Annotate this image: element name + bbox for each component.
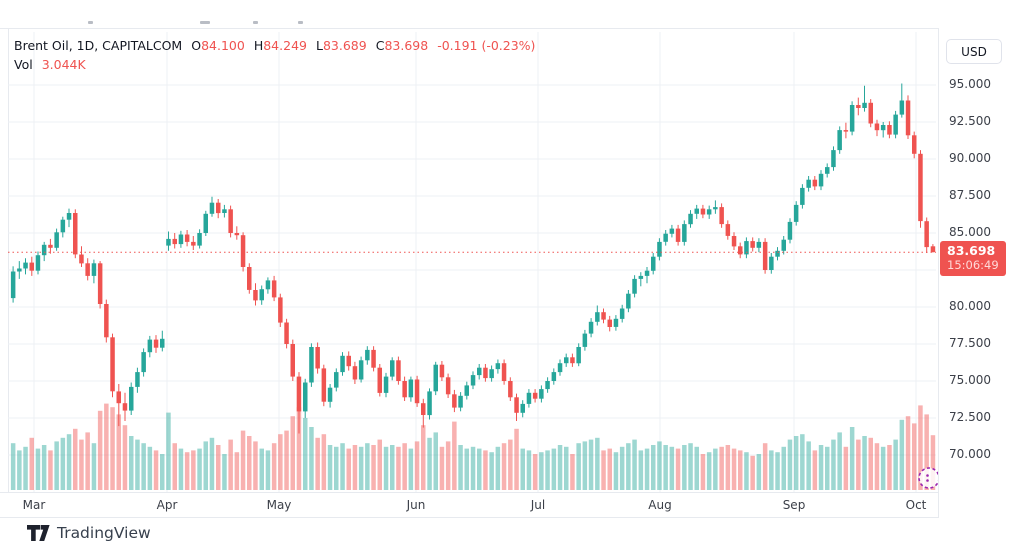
month-label-Oct: Oct bbox=[905, 498, 927, 512]
price-tick-87.500: 87.500 bbox=[949, 188, 991, 202]
cropped-toolbar-remnant bbox=[253, 21, 258, 24]
cropped-toolbar-remnant bbox=[200, 21, 210, 24]
open-value: O84.100 bbox=[191, 38, 245, 53]
volume-value: 3.044K bbox=[41, 57, 86, 72]
bar-countdown: 15:06:49 bbox=[947, 258, 999, 273]
price-axis[interactable]: USD 83.698 15:06:49 95.000 92.500 90.000 87… bbox=[938, 28, 1012, 518]
change-value: -0.191 (-0.23%) bbox=[437, 38, 536, 53]
close-value: C83.698 bbox=[375, 38, 429, 53]
price-tick-70.000: 70.000 bbox=[949, 447, 991, 461]
month-label-Jul: Jul bbox=[530, 498, 546, 512]
tradingview-logo-icon bbox=[27, 525, 50, 541]
legend-volume-row: Vol 3.044K bbox=[14, 57, 535, 73]
price-tick-85.000: 85.000 bbox=[949, 225, 991, 239]
price-tick-75.000: 75.000 bbox=[949, 373, 991, 387]
month-label-Apr: Apr bbox=[156, 498, 178, 512]
cropped-toolbar-remnant bbox=[298, 21, 303, 24]
tradingview-logo-text: TradingView bbox=[57, 524, 151, 542]
low-value: L83.689 bbox=[315, 38, 367, 53]
month-label-Aug: Aug bbox=[648, 498, 672, 512]
price-tick-92.500: 92.500 bbox=[949, 114, 991, 128]
legend-ohlc-row: Brent Oil, 1D, CAPITALCOM O84.100 H84.24… bbox=[14, 38, 535, 54]
high-value: H84.249 bbox=[253, 38, 307, 53]
price-tick-90.000: 90.000 bbox=[949, 151, 991, 165]
month-label-May: May bbox=[266, 498, 292, 512]
month-label-Sep: Sep bbox=[782, 498, 806, 512]
time-axis[interactable]: Mar Apr May Jun Jul Aug Sep Oct bbox=[0, 492, 938, 518]
price-tick-72.500: 72.500 bbox=[949, 410, 991, 424]
last-price-badge: 83.698 15:06:49 bbox=[940, 241, 1006, 277]
volume-label[interactable]: Vol bbox=[14, 57, 33, 72]
price-tick-77.500: 77.500 bbox=[949, 336, 991, 350]
month-label-Jun: Jun bbox=[406, 498, 426, 512]
plot-left-border bbox=[8, 28, 9, 492]
widget-top-border bbox=[0, 28, 1012, 29]
tradingview-logo[interactable]: TradingView bbox=[27, 524, 151, 542]
cropped-toolbar-remnant bbox=[88, 21, 93, 24]
chart-legend: Brent Oil, 1D, CAPITALCOM O84.100 H84.24… bbox=[14, 38, 535, 73]
price-tick-95.000: 95.000 bbox=[949, 77, 991, 91]
last-price-value: 83.698 bbox=[947, 243, 996, 259]
symbol-title[interactable]: Brent Oil, 1D, CAPITALCOM bbox=[14, 38, 183, 53]
price-tick-80.000: 80.000 bbox=[949, 299, 991, 313]
currency-usd-button[interactable]: USD bbox=[946, 39, 1002, 64]
month-label-Mar: Mar bbox=[22, 498, 46, 512]
